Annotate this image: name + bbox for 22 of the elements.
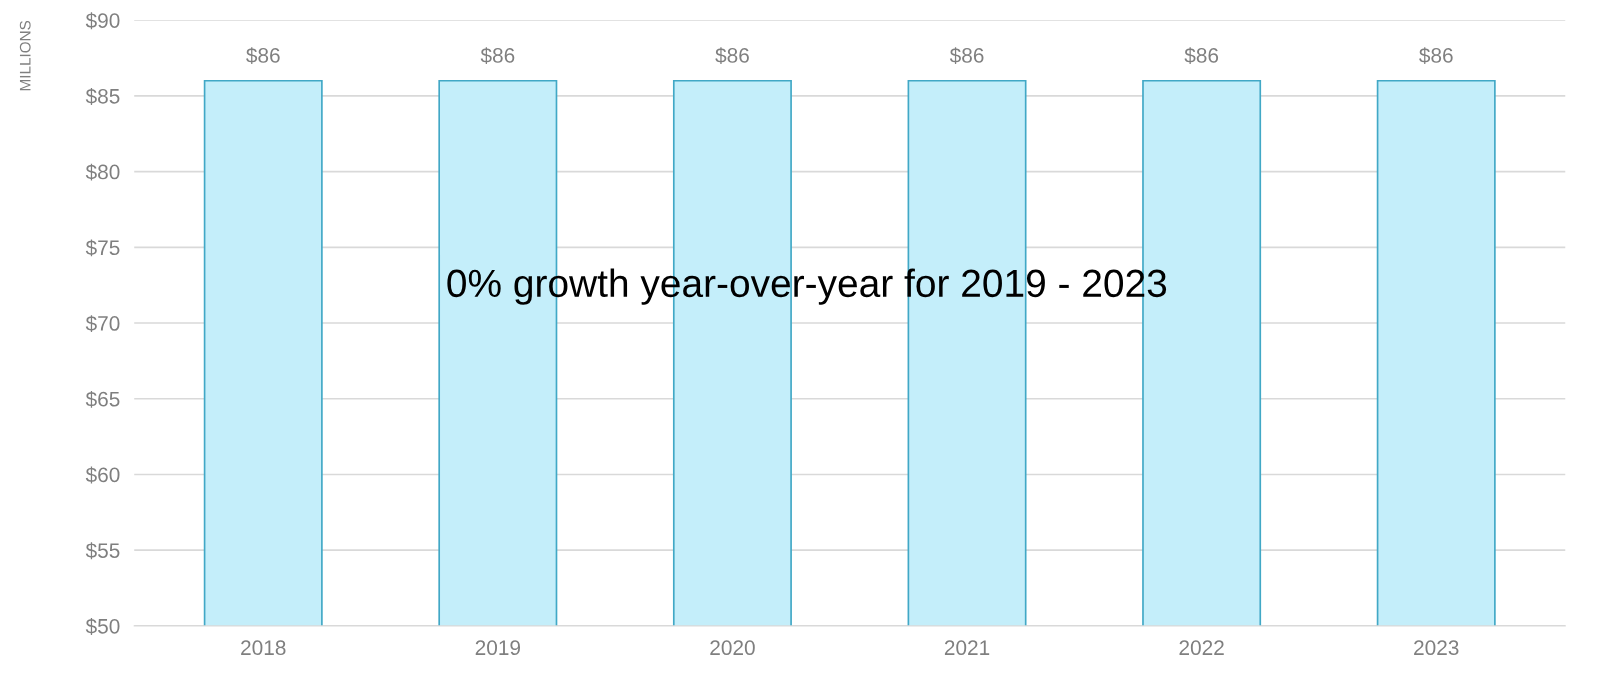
y-tick-label: $50 [85,618,120,635]
y-tick-label: $65 [85,390,120,408]
x-tick-label: 2022 [1179,640,1224,656]
y-tick-label: $90 [85,12,120,30]
y-tick-label: $70 [85,315,120,333]
data-label: $86 [1184,47,1219,64]
x-tick-label: 2018 [241,640,286,656]
y-axis-title: MILLIONS [19,20,31,91]
y-tick-label: $85 [85,88,120,105]
data-label: $86 [715,47,749,64]
y-tick-label: $60 [85,466,120,484]
y-tick-label: $75 [85,239,120,257]
data-label: $86 [949,47,984,64]
y-tick-label: $80 [85,163,120,181]
x-tick-label: 2021 [944,640,990,656]
x-tick-label: 2023 [1414,640,1459,656]
x-tick-label: 2020 [710,640,755,656]
data-label: $86 [1419,47,1453,64]
y-tick-label: $55 [85,542,120,560]
data-label: $86 [480,47,515,64]
x-tick-label: 2019 [475,640,521,656]
data-label: $86 [246,47,280,64]
